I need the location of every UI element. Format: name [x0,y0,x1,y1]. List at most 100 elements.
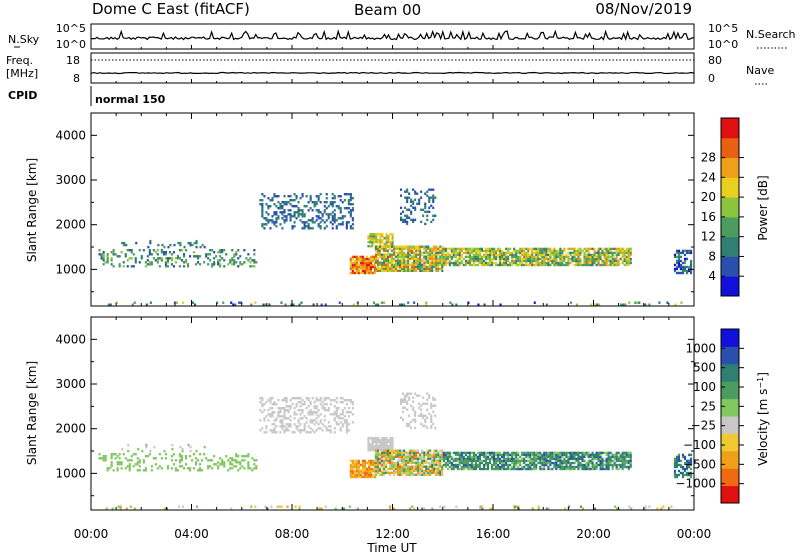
echo-cell [441,449,444,452]
echo-cell [311,217,314,220]
echo-cell [673,267,676,271]
echo-cell [397,473,400,476]
xtick-label: 20:00 [576,527,611,541]
echo-cell [557,455,560,459]
echo-cell [187,263,190,266]
echo-cell [209,249,212,252]
echo-cell [351,203,354,206]
echo-cell [349,463,352,467]
echo-cell [407,249,410,252]
echo-cell [317,415,320,418]
freq-trace [90,71,695,75]
echo-cell [523,251,526,255]
echo-cell [409,255,412,258]
echo-cell [283,429,286,432]
echo-cell [415,267,418,270]
echo-cell [299,423,302,426]
echo-cell [176,257,179,260]
echo-cell [239,261,242,264]
echo-cell [367,241,370,244]
echo-cell [614,505,617,508]
colorbar-segment [721,137,739,159]
echo-cell [361,269,364,273]
echo-cell [468,459,471,463]
echo-cell [513,253,516,257]
echo-cell [577,459,580,463]
echo-cell [399,251,402,254]
echo-cell [317,399,320,402]
echo-cell [681,271,684,275]
echo-cell [311,209,314,212]
echo-cell [535,261,538,265]
echo-cell [615,261,618,265]
echo-cell [683,455,686,459]
echo-cell [221,257,224,260]
echo-cell [249,257,252,260]
echo-cell [423,459,426,462]
echo-cell [412,206,415,209]
echo-cell [371,475,374,479]
echo-cell [545,507,548,510]
echo-cell [627,249,630,253]
echo-cell [607,455,610,459]
echo-cell [487,457,490,461]
echo-cell [454,457,457,461]
echo-cell [415,473,418,476]
echo-cell [470,247,473,251]
echo-cell [351,403,354,406]
echo-cell [419,463,422,466]
echo-cell [347,193,350,196]
echo-cell [298,505,301,508]
echo-cell [415,259,418,262]
echo-cell [434,398,437,401]
echo-cell [269,219,272,222]
echo-cell [367,469,370,473]
echo-cell [427,457,430,460]
echo-cell [298,507,301,510]
echo-cell [468,263,471,267]
echo-cell [104,459,107,462]
echo-cell [335,205,338,208]
echo-cell [623,253,626,257]
echo-cell [675,251,678,255]
echo-cell [501,255,504,259]
echo-cell [525,453,528,457]
echo-cell [581,455,584,459]
echo-cell [323,397,326,400]
echo-cell [275,419,278,422]
echo-cell [476,251,479,255]
echo-cell [567,465,570,469]
echo-cell [353,473,356,477]
echo-cell [395,247,398,250]
echo-cell [213,463,216,466]
echo-cell [464,459,467,463]
echo-cell [403,251,406,254]
echo-cell [380,261,383,264]
echo-cell [315,209,318,212]
echo-cell [361,459,364,463]
echo-cell [380,463,383,466]
echo-cell [575,453,578,457]
echo-cell [519,257,522,261]
echo-cell [419,269,422,272]
echo-cell [515,457,518,461]
echo-cell [367,465,370,469]
echo-cell [456,257,459,261]
echo-cell [501,257,504,261]
echo-cell [420,408,423,411]
echo-cell [527,249,530,253]
echo-cell [371,437,374,440]
echo-cell [533,457,536,461]
echo-cell [601,259,604,263]
echo-cell [259,199,262,202]
echo-cell [623,263,626,267]
echo-cell [563,467,566,471]
echo-cell [563,507,566,510]
echo-cell [138,249,141,252]
echo-cell [317,209,320,212]
echo-cell [172,251,175,254]
echo-cell [549,457,552,461]
echo-cell [563,461,566,465]
echo-cell [585,255,588,259]
echo-cell [273,411,276,414]
